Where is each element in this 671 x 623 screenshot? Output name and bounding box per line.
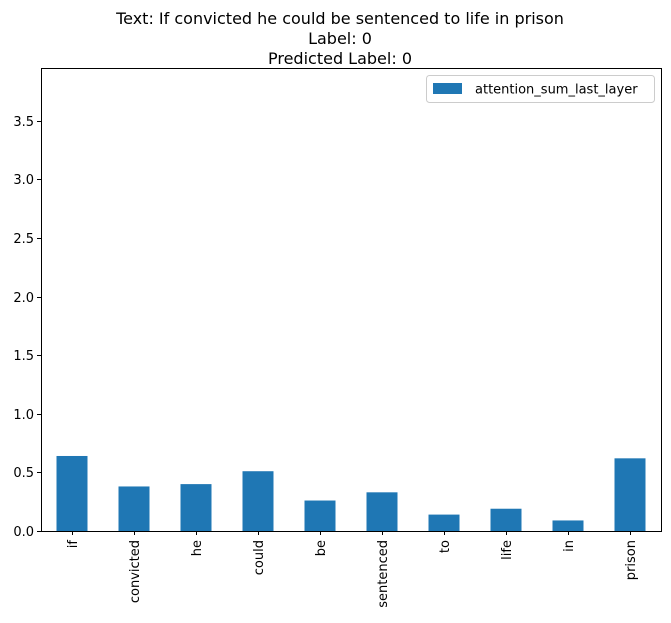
bar-could xyxy=(242,471,274,531)
x-tick-label-convicted: convicted xyxy=(128,540,143,603)
chart-title: Text: If convicted he could be sentenced… xyxy=(115,9,564,68)
y-tick-label: 0.0 xyxy=(13,525,34,540)
x-tick-label-if: if xyxy=(66,540,81,549)
x-tick-label-prison: prison xyxy=(624,540,639,580)
y-axis: 0.0 0.5 1.0 1.5 2.0 2.5 3.0 3.5 xyxy=(13,115,41,540)
chart-title-line-2: Label: 0 xyxy=(308,29,372,48)
x-axis: if convicted he could be sentenced to life in pri… xyxy=(66,531,639,608)
bar-to xyxy=(428,514,460,531)
legend-label: attention_sum_last_layer xyxy=(475,83,638,98)
bar-he xyxy=(180,484,212,531)
x-tick-label-to: to xyxy=(438,540,453,553)
bars xyxy=(56,455,646,531)
legend-box xyxy=(426,75,655,103)
y-tick-label: 1.0 xyxy=(13,408,34,423)
x-tick-label-could: could xyxy=(252,540,267,575)
x-tick-label-he: he xyxy=(190,540,205,556)
legend: attention_sum_last_layer xyxy=(426,75,655,103)
bar-life xyxy=(490,508,522,531)
bar-in xyxy=(552,520,584,531)
y-tick-label: 1.5 xyxy=(13,349,34,364)
legend-swatch xyxy=(433,83,462,94)
bar-be xyxy=(304,500,336,531)
y-tick-label: 3.0 xyxy=(13,173,34,188)
y-tick-label: 0.5 xyxy=(13,466,34,481)
x-tick-label-be: be xyxy=(314,540,329,556)
chart-title-line-3: Predicted Label: 0 xyxy=(268,49,412,68)
x-tick-label-life: life xyxy=(500,540,515,560)
y-tick-label: 2.0 xyxy=(13,291,34,306)
x-tick-label-in: in xyxy=(562,540,577,552)
bar-prison xyxy=(614,458,646,531)
bar-convicted xyxy=(118,486,150,531)
x-tick-label-sentenced: sentenced xyxy=(376,540,391,608)
y-tick-label: 3.5 xyxy=(13,115,34,130)
bar-if xyxy=(56,455,88,531)
bar-sentenced xyxy=(366,492,398,531)
plot-frame xyxy=(41,68,662,532)
y-tick-label: 2.5 xyxy=(13,232,34,247)
chart-title-line-1: Text: If convicted he could be sentenced… xyxy=(115,9,564,28)
